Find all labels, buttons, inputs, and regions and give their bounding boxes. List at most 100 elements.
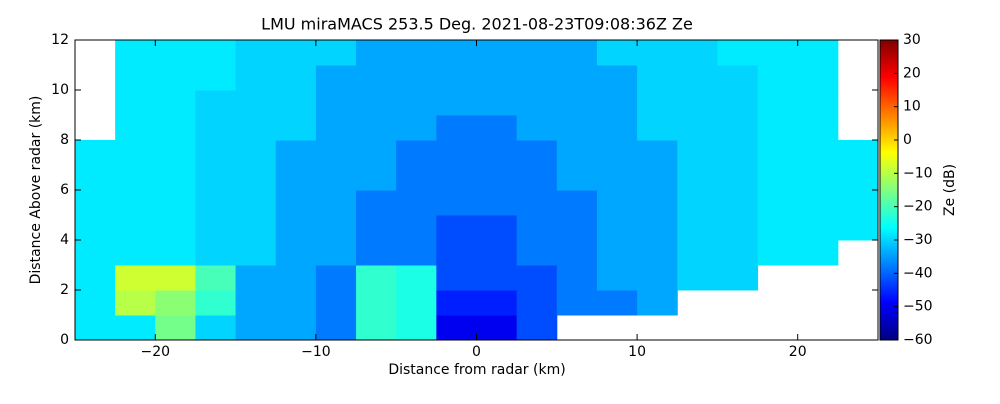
heatmap-cell <box>797 240 839 266</box>
heatmap-cell <box>677 40 718 66</box>
heatmap-cell <box>516 315 558 341</box>
heatmap-cell <box>396 165 437 191</box>
heatmap-cell <box>677 90 718 116</box>
heatmap-cell <box>75 140 116 166</box>
heatmap-cell <box>396 40 437 66</box>
heatmap-cell <box>235 190 277 216</box>
heatmap-cell <box>235 115 277 141</box>
heatmap-cell <box>155 315 196 341</box>
heatmap-cell <box>436 240 477 266</box>
heatmap-cell <box>677 165 718 191</box>
heatmap-cell <box>275 65 317 91</box>
heatmap-cell <box>275 140 317 166</box>
heatmap-cell <box>596 140 638 166</box>
heatmap-cell <box>235 165 277 191</box>
heatmap-cell <box>516 240 558 266</box>
heatmap-cell <box>476 215 518 241</box>
heatmap-cell <box>396 265 437 291</box>
heatmap-cell <box>115 90 156 116</box>
heatmap-cell <box>115 240 156 266</box>
heatmap-cell <box>155 90 196 116</box>
heatmap-cell <box>637 40 678 66</box>
heatmap-cell <box>677 65 718 91</box>
heatmap-cell <box>476 90 518 116</box>
heatmap-cell <box>717 215 759 241</box>
heatmap-cell <box>315 90 357 116</box>
heatmap-cell <box>315 315 357 341</box>
y-tick-label: 0 <box>60 332 69 348</box>
y-tick-label: 4 <box>60 232 69 248</box>
heatmap-cell <box>516 265 558 291</box>
chart-title: LMU miraMACS 253.5 Deg. 2021-08-23T09:08… <box>261 15 693 34</box>
heatmap-cell <box>476 190 518 216</box>
heatmap-cell <box>677 190 718 216</box>
heatmap-cell <box>516 215 558 241</box>
heatmap-cell <box>195 40 237 66</box>
heatmap-cell <box>155 290 196 316</box>
heatmap-cell <box>195 115 237 141</box>
heatmap-cell <box>275 290 317 316</box>
heatmap-cell <box>436 290 477 316</box>
heatmap-cell <box>75 165 116 191</box>
heatmap-cell <box>717 140 759 166</box>
heatmap-cell <box>315 40 357 66</box>
heatmap-cell <box>436 90 477 116</box>
heatmap-cell <box>556 140 598 166</box>
heatmap-cell <box>717 40 759 66</box>
heatmap-cell <box>596 165 638 191</box>
heatmap-cell <box>476 265 518 291</box>
heatmap-cell <box>315 215 357 241</box>
heatmap-cell <box>717 240 759 266</box>
heatmap-cell <box>556 190 598 216</box>
heatmap-cell <box>757 40 799 66</box>
colorbar-tick-label: −30 <box>903 232 933 248</box>
heatmap-cell <box>275 40 317 66</box>
heatmap-cell <box>596 265 638 291</box>
heatmap-cell <box>717 65 759 91</box>
heatmap-cell <box>155 40 196 66</box>
heatmap-cell <box>476 40 518 66</box>
heatmap-cell <box>516 190 558 216</box>
heatmap-cell <box>837 215 879 241</box>
heatmap-cell <box>315 290 357 316</box>
x-tick-label: −20 <box>141 344 171 360</box>
heatmap-cell <box>596 215 638 241</box>
heatmap-cell <box>195 290 237 316</box>
heatmap-cell <box>195 140 237 166</box>
heatmap-cell <box>516 90 558 116</box>
heatmap-cell <box>837 140 879 166</box>
heatmap-cell <box>596 290 638 316</box>
x-tick-label: −10 <box>301 344 331 360</box>
heatmap-cell <box>436 140 477 166</box>
heatmap-cell <box>797 65 839 91</box>
heatmap-cell <box>556 290 598 316</box>
heatmap-cell <box>235 40 277 66</box>
y-tick-label: 8 <box>60 132 69 148</box>
heatmap-cell <box>436 115 477 141</box>
heatmap-cell <box>717 115 759 141</box>
heatmap-cell <box>436 265 477 291</box>
heatmap-cell <box>115 190 156 216</box>
heatmap-cell <box>677 215 718 241</box>
heatmap-cell <box>235 315 277 341</box>
y-tick-label: 12 <box>51 32 69 48</box>
heatmap-cell <box>155 240 196 266</box>
y-tick-label: 2 <box>60 282 69 298</box>
heatmap-cell <box>797 115 839 141</box>
heatmap-cell <box>315 190 357 216</box>
heatmap-cell <box>115 40 156 66</box>
heatmap-cell <box>356 40 397 66</box>
colorbar-tick-label: 30 <box>903 32 921 48</box>
heatmap-cell <box>275 215 317 241</box>
heatmap-cell <box>596 190 638 216</box>
heatmap-cell <box>275 90 317 116</box>
heatmap-cell <box>516 115 558 141</box>
heatmap-cell <box>717 190 759 216</box>
heatmap-cell <box>155 165 196 191</box>
heatmap-cell <box>797 190 839 216</box>
heatmap-cell <box>275 190 317 216</box>
heatmap-cell <box>556 90 598 116</box>
heatmap-cell <box>235 290 277 316</box>
heatmap-cell <box>516 65 558 91</box>
y-tick-label: 6 <box>60 182 69 198</box>
